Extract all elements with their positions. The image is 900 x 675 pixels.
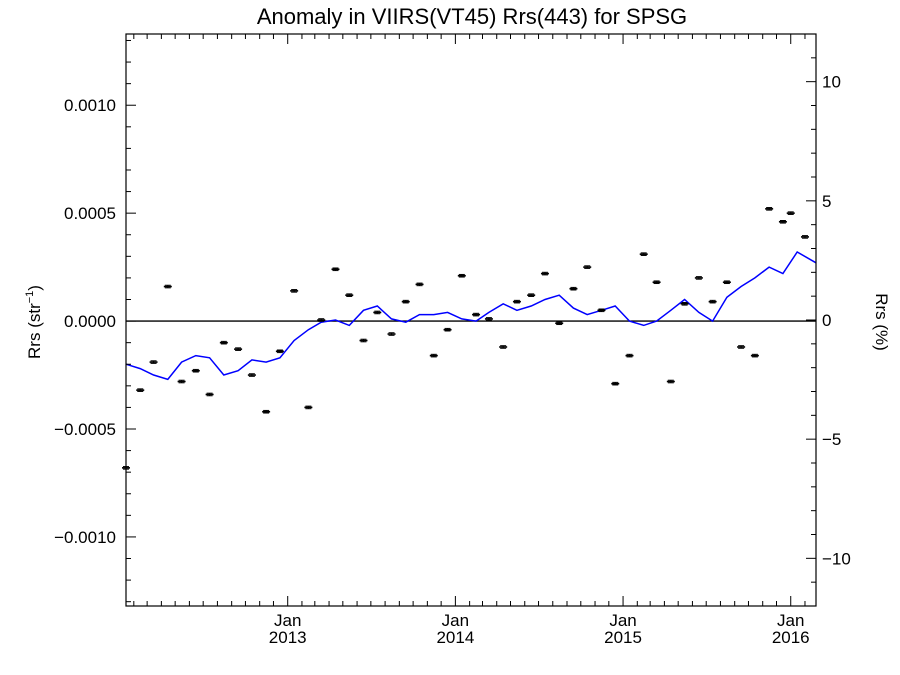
- data-point: [527, 293, 536, 297]
- data-point: [750, 353, 759, 358]
- y2-tick-label: −5: [822, 430, 841, 449]
- data-point: [163, 284, 172, 289]
- y-axis-right: −10 −5 0 5 10: [806, 33, 851, 607]
- data-point: [540, 271, 549, 276]
- y-tick-label: 0.0005: [64, 204, 116, 223]
- data-point: [401, 299, 410, 304]
- data-point: [708, 299, 717, 304]
- data-point: [205, 392, 214, 397]
- data-point: [359, 338, 368, 343]
- y-axis-left: −0.0010 −0.0005 0.0000 0.0005 0.0010: [54, 39, 136, 603]
- series-points: [122, 207, 809, 470]
- series-smoothed-line: [125, 250, 817, 381]
- data-point: [304, 405, 313, 410]
- data-point: [275, 349, 284, 354]
- y2-tick-label: −10: [822, 549, 851, 568]
- data-point: [457, 273, 466, 278]
- data-point: [499, 345, 508, 349]
- data-point: [234, 347, 243, 351]
- y-axis-label-superscript: −1: [24, 291, 36, 304]
- data-point: [317, 318, 326, 322]
- plot-area: [122, 33, 817, 607]
- y2-tick-label: 0: [822, 311, 831, 330]
- data-point: [611, 381, 620, 386]
- data-point: [484, 317, 493, 321]
- data-point: [219, 340, 228, 345]
- data-point: [149, 360, 158, 364]
- data-point: [290, 289, 299, 293]
- y-tick-label: 0.0010: [64, 96, 116, 115]
- data-point: [778, 219, 787, 224]
- y-tick-label: 0.0000: [64, 312, 116, 331]
- data-point: [737, 345, 746, 349]
- data-point: [136, 388, 145, 392]
- x-tick-label-year: 2014: [436, 628, 474, 647]
- x-tick-label-month: Jan: [274, 611, 301, 630]
- x-tick-label-year: 2015: [604, 628, 642, 647]
- data-point: [415, 282, 424, 287]
- data-point: [512, 299, 521, 304]
- data-point: [331, 267, 340, 272]
- data-point: [786, 211, 795, 215]
- y2-tick-label: 5: [822, 192, 831, 211]
- data-point: [191, 368, 200, 373]
- x-tick-label-month: Jan: [777, 611, 804, 630]
- chart-title: Anomaly in VIIRS(VT45) Rrs(443) for SPSG: [257, 4, 687, 29]
- y-tick-label: −0.0005: [54, 420, 116, 439]
- data-point: [680, 302, 689, 306]
- data-point: [443, 327, 452, 332]
- data-point: [639, 252, 648, 256]
- data-point: [694, 276, 703, 280]
- data-point: [247, 373, 256, 377]
- data-point: [472, 312, 481, 317]
- data-point: [625, 353, 634, 358]
- data-point: [373, 310, 382, 315]
- x-tick-label-year: 2016: [772, 628, 810, 647]
- data-point: [177, 379, 186, 384]
- y2-axis-label: Rrs (%): [872, 293, 891, 351]
- data-point: [345, 293, 354, 297]
- data-point: [429, 353, 438, 358]
- data-point: [722, 280, 731, 285]
- data-point: [262, 409, 271, 414]
- x-tick-label-month: Jan: [609, 611, 636, 630]
- y-axis-label-close: ): [25, 285, 44, 291]
- x-tick-label-month: Jan: [442, 611, 469, 630]
- data-point: [666, 379, 675, 384]
- y-axis-label: Rrs (str−1): [24, 285, 44, 359]
- data-point: [555, 321, 564, 326]
- data-point: [765, 207, 774, 211]
- y-tick-label: −0.0010: [54, 528, 116, 547]
- y2-tick-label: 10: [822, 73, 841, 92]
- data-point: [597, 308, 606, 313]
- data-point: [583, 265, 592, 269]
- x-tick-label-year: 2013: [269, 628, 307, 647]
- data-point: [800, 235, 809, 239]
- data-point: [569, 286, 578, 291]
- data-point: [652, 280, 661, 285]
- data-point: [387, 332, 396, 336]
